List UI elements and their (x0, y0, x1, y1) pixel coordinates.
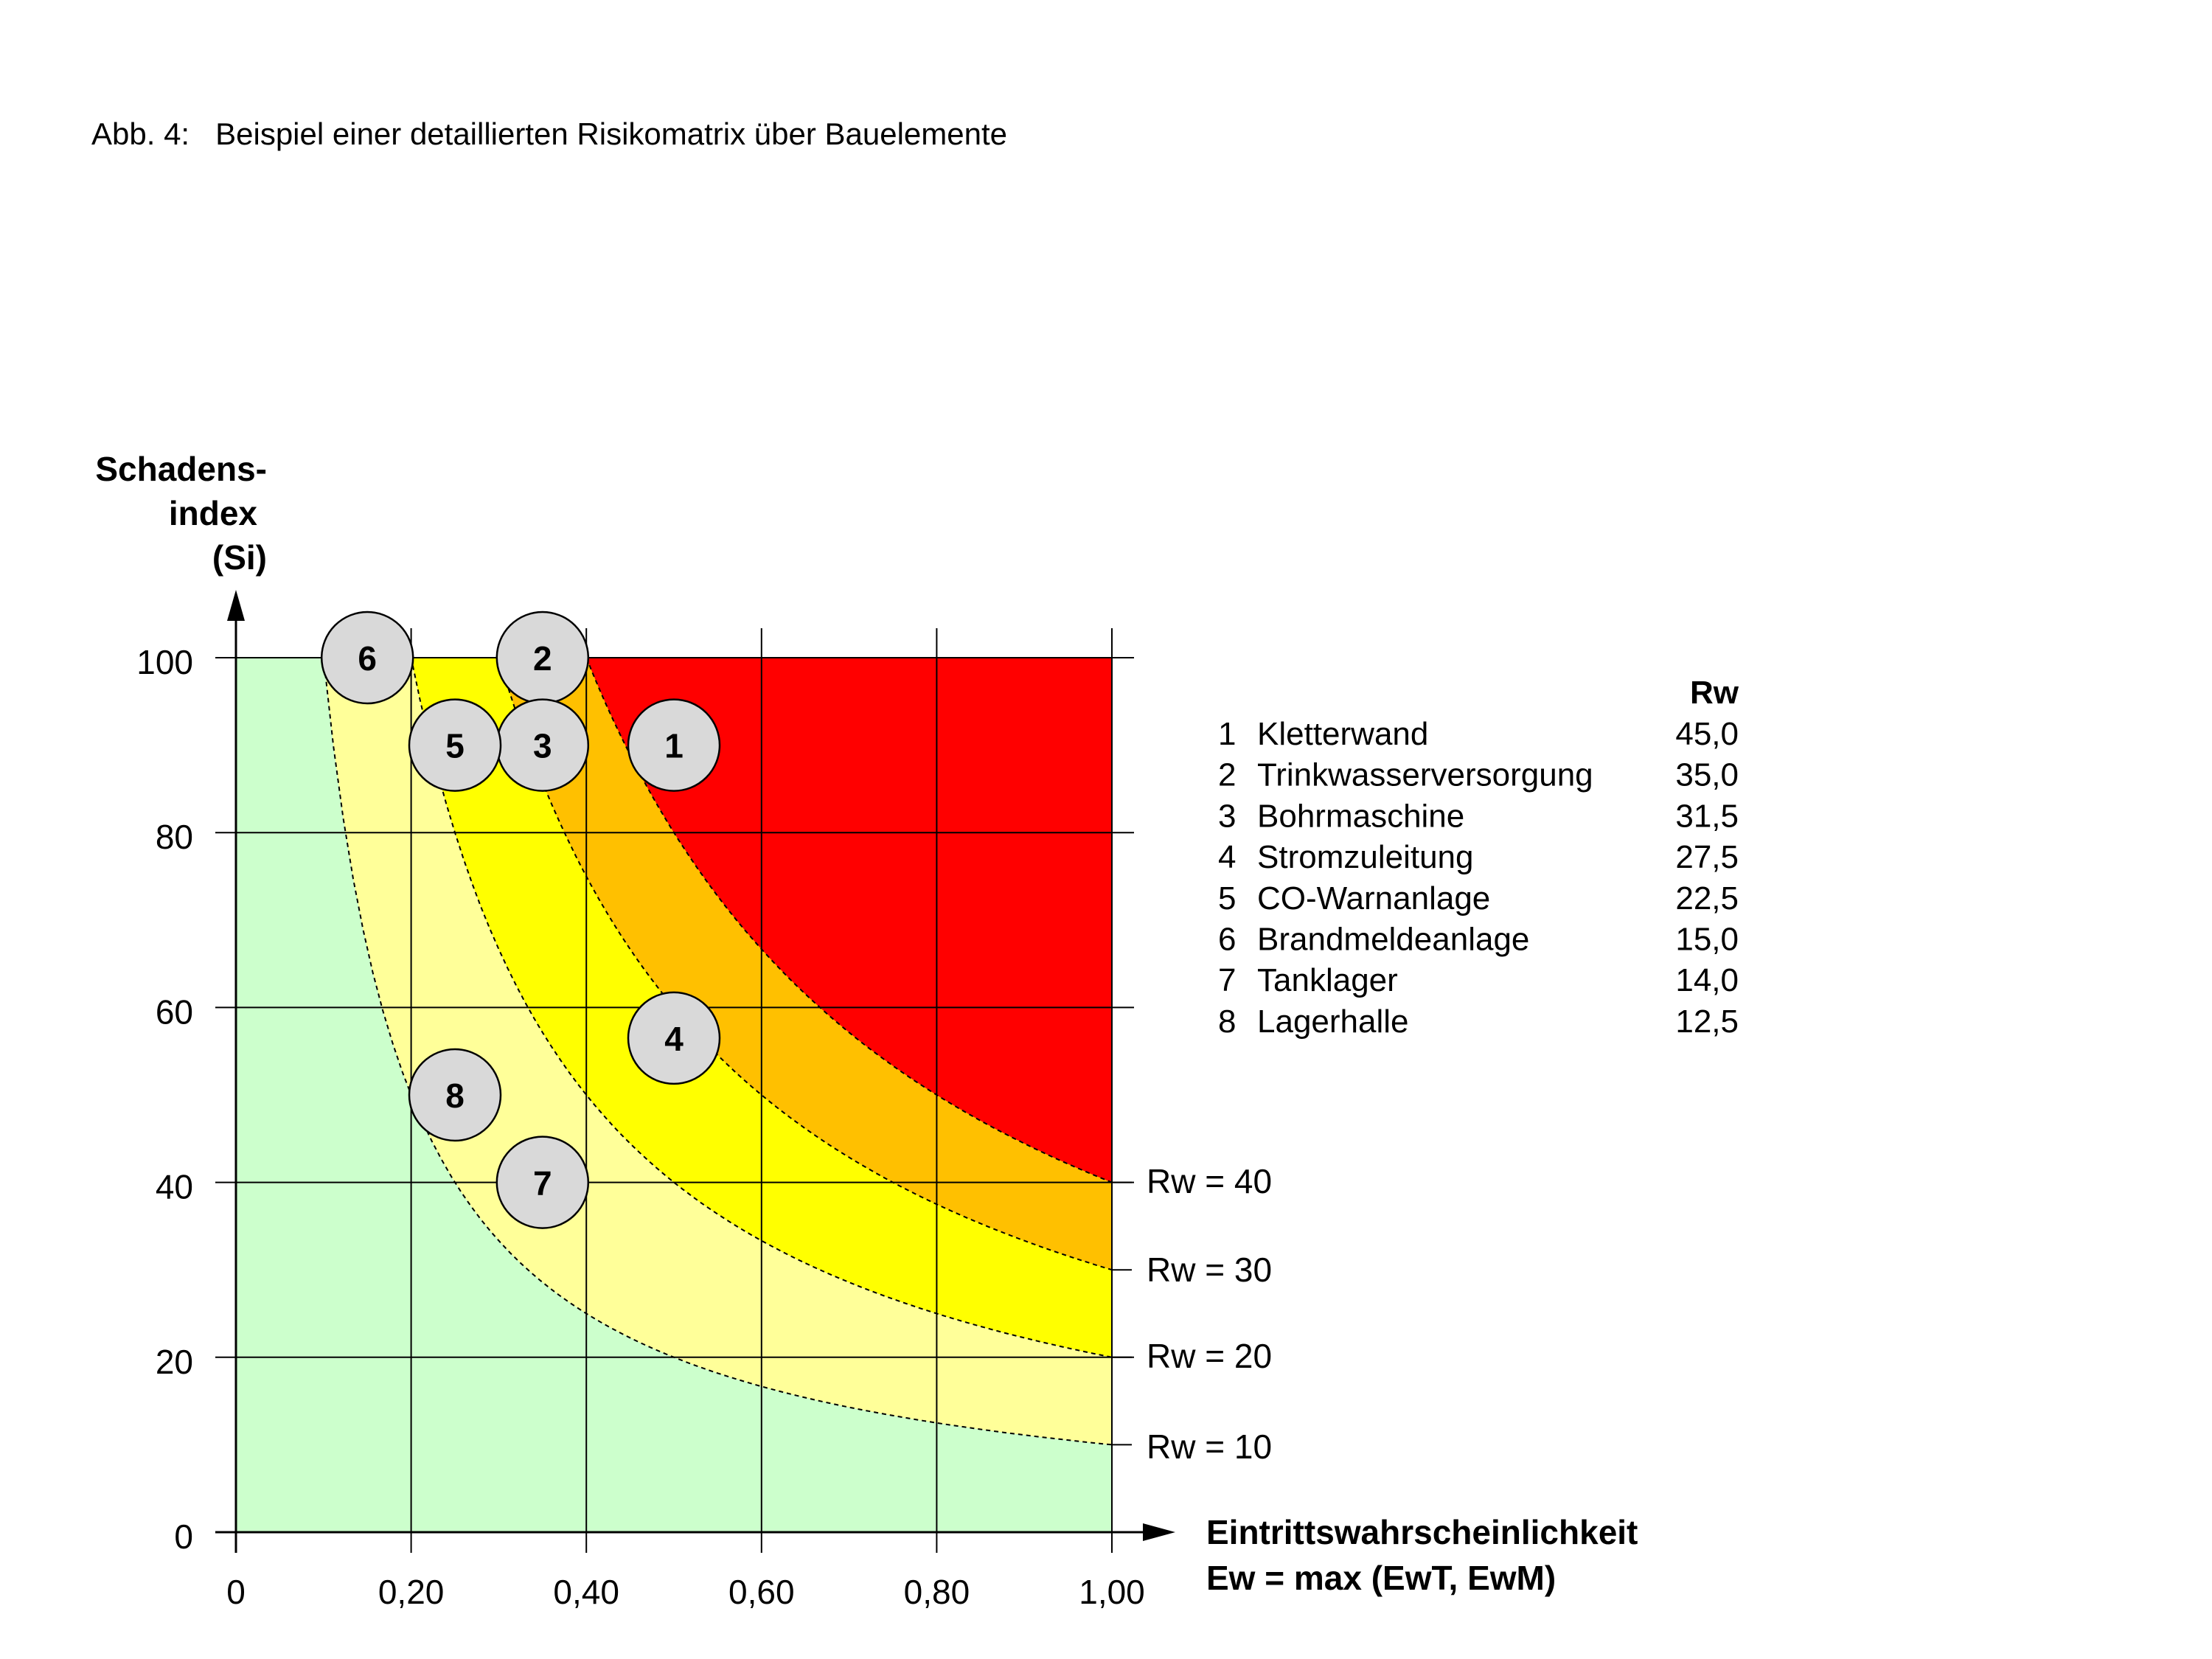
data-point: 1 (627, 698, 721, 792)
caption-number: Abb. 4: (91, 116, 190, 151)
legend-item-name: Bohrmaschine (1257, 798, 1464, 834)
legend-item: 7 Tanklager 14,0 (1218, 962, 1739, 998)
legend-item-value: 31,5 (1675, 798, 1739, 834)
data-point: 3 (495, 698, 590, 792)
legend-item-number: 2 (1218, 757, 1236, 793)
legend-item-name: Trinkwasserversorgung (1257, 757, 1593, 793)
legend-item-name: CO-Warnanlage (1257, 880, 1490, 917)
x-tick-label: 1,00 (1079, 1573, 1145, 1611)
legend-item-number: 5 (1218, 880, 1236, 917)
legend-item-value: 22,5 (1675, 880, 1739, 917)
iso-curve-labels: Rw = 10 Rw = 20 Rw = 30 Rw = 40 (1112, 1162, 1272, 1466)
legend-item: 1 Kletterwand 45,0 (1218, 716, 1739, 752)
legend-item-name: Tanklager (1257, 962, 1398, 998)
x-tick-label: 0,60 (728, 1573, 795, 1611)
iso-curve-rw-30 (498, 657, 1113, 1271)
data-point-marker (320, 611, 414, 705)
data-point: 5 (408, 698, 502, 792)
x-tick-label: 0,80 (904, 1573, 970, 1611)
data-point-marker (495, 1135, 590, 1229)
legend-item: 6 Brandmeldeanlage 15,0 (1218, 922, 1739, 958)
y-axis-label-line: index (169, 494, 258, 532)
legend-item: 4 Stromzuleitung 27,5 (1218, 839, 1739, 875)
data-point-marker (408, 1048, 502, 1142)
data-point-label: 8 (445, 1077, 465, 1115)
x-axis-label: Eintrittswahrscheinlichkeit Ew = max (EwT… (1206, 1513, 1638, 1597)
y-axis-label-line: (Si) (212, 538, 267, 577)
legend-item-number: 3 (1218, 798, 1236, 834)
legend-item-number: 1 (1218, 716, 1236, 752)
x-axis-label-line: Eintrittswahrscheinlichkeit (1206, 1513, 1638, 1551)
x-tick-labels: 0 0,20 0,40 0,60 0,80 1,00 (226, 1573, 1145, 1611)
data-point: 6 (320, 611, 414, 705)
legend-item-value: 35,0 (1675, 757, 1739, 793)
legend-item-number: 8 (1218, 1004, 1236, 1040)
legend-item: 3 Bohrmaschine 31,5 (1218, 798, 1739, 834)
legend-item-name: Brandmeldeanlage (1257, 922, 1529, 958)
data-point-marker (408, 698, 502, 792)
figure-caption: Abb. 4: Beispiel einer detaillierten Ris… (91, 116, 1007, 152)
y-axis-arrow (227, 590, 245, 621)
x-tick-label: 0,20 (378, 1573, 445, 1611)
iso-curve-label: Rw = 20 (1147, 1337, 1272, 1375)
legend-item-number: 7 (1218, 962, 1236, 998)
legend-item-name: Lagerhalle (1257, 1004, 1409, 1040)
legend-item-number: 6 (1218, 922, 1236, 958)
data-point-marker (627, 698, 721, 792)
iso-curve-label: Rw = 30 (1147, 1251, 1272, 1289)
data-point: 8 (408, 1048, 502, 1142)
y-tick-label: 40 (156, 1168, 193, 1206)
data-point-marker (627, 991, 721, 1085)
legend-item-value: 27,5 (1675, 839, 1739, 875)
data-point-label: 5 (445, 727, 465, 765)
iso-curve-label: Rw = 10 (1147, 1427, 1272, 1466)
x-axis-label-line: Ew = max (EwT, EwM) (1206, 1559, 1556, 1597)
legend-header: Rw (1690, 675, 1739, 711)
risk-zone-4 (586, 658, 1112, 1183)
y-tick-label: 60 (156, 992, 193, 1031)
legend-item-value: 45,0 (1675, 716, 1739, 752)
data-point-label: 1 (664, 727, 684, 765)
data-point-label: 7 (533, 1164, 552, 1203)
y-tick-label: 20 (156, 1343, 193, 1381)
data-point-label: 6 (358, 639, 377, 678)
y-axis-label-line: Schadens- (95, 450, 267, 488)
legend-item-name: Stromzuleitung (1257, 839, 1473, 875)
legend-item-name: Kletterwand (1257, 716, 1428, 752)
data-points: 1 2 3 4 5 6 7 8 (320, 611, 721, 1229)
y-tick-labels: 0 20 40 60 80 100 (136, 643, 193, 1556)
data-point-label: 4 (664, 1020, 684, 1058)
y-tick-label: 0 (174, 1517, 193, 1556)
legend-item-value: 14,0 (1675, 962, 1739, 998)
axes (215, 590, 1175, 1553)
legend-item-number: 4 (1218, 839, 1236, 875)
data-point: 7 (495, 1135, 590, 1229)
legend-item: 2 Trinkwasserversorgung 35,0 (1218, 757, 1739, 793)
risk-zones (236, 658, 1112, 1532)
iso-curve-label: Rw = 40 (1147, 1162, 1272, 1200)
legend-item-value: 15,0 (1675, 922, 1739, 958)
x-tick-label: 0 (226, 1573, 246, 1611)
data-point: 4 (627, 991, 721, 1085)
y-tick-label: 80 (156, 818, 193, 856)
legend-item-value: 12,5 (1675, 1004, 1739, 1040)
y-tick-label: 100 (136, 643, 193, 681)
legend: Rw 1 Kletterwand 45,0 2 Trinkwasserversorgung… (1218, 675, 1739, 1040)
legend-item: 8 Lagerhalle 12,5 (1218, 1004, 1739, 1040)
data-point: 2 (495, 611, 590, 705)
caption-text: Beispiel einer detaillierten Risikomatri… (215, 116, 1007, 151)
data-point-label: 2 (533, 639, 552, 678)
x-axis-arrow (1143, 1523, 1175, 1541)
legend-item: 5 CO-Warnanlage 22,5 (1218, 880, 1739, 917)
y-axis-label: Schadens-index (Si) (95, 450, 267, 577)
x-tick-label: 0,40 (553, 1573, 619, 1611)
data-point-label: 3 (533, 727, 552, 765)
